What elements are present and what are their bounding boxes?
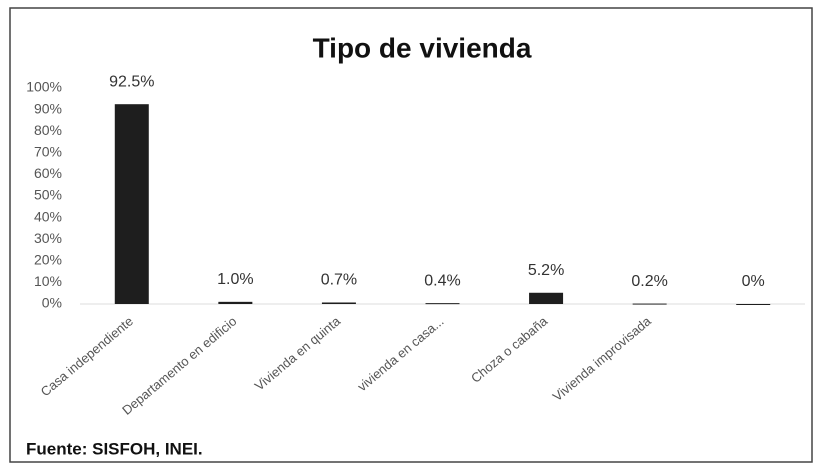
y-tick-label: 80%	[34, 122, 62, 138]
bar	[321, 302, 356, 304]
y-tick-label: 100%	[26, 79, 62, 95]
value-label: 0.4%	[424, 272, 460, 289]
value-label: 0.7%	[321, 272, 357, 289]
bar	[425, 303, 460, 305]
source-note: Fuente: SISFOH, INEI.	[26, 439, 203, 458]
bar	[114, 104, 149, 304]
y-tick-label: 50%	[34, 187, 62, 203]
value-label: 0%	[742, 273, 765, 290]
value-label: 0.2%	[631, 273, 667, 290]
bar	[218, 301, 253, 304]
value-label: 5.2%	[528, 262, 564, 279]
chart-title: Tipo de vivienda	[313, 32, 532, 63]
y-tick-label: 10%	[34, 273, 62, 289]
y-tick-label: 60%	[34, 165, 62, 181]
bar	[736, 304, 771, 305]
y-tick-label: 0%	[42, 295, 62, 311]
y-tick-label: 40%	[34, 208, 62, 224]
y-tick-label: 30%	[34, 230, 62, 246]
y-tick-label: 20%	[34, 252, 62, 268]
value-label: 92.5%	[109, 73, 154, 90]
y-tick-label: 90%	[34, 100, 62, 116]
bar	[632, 303, 667, 305]
y-tick-label: 70%	[34, 144, 62, 160]
bar	[529, 292, 564, 304]
value-label: 1.0%	[217, 271, 253, 288]
